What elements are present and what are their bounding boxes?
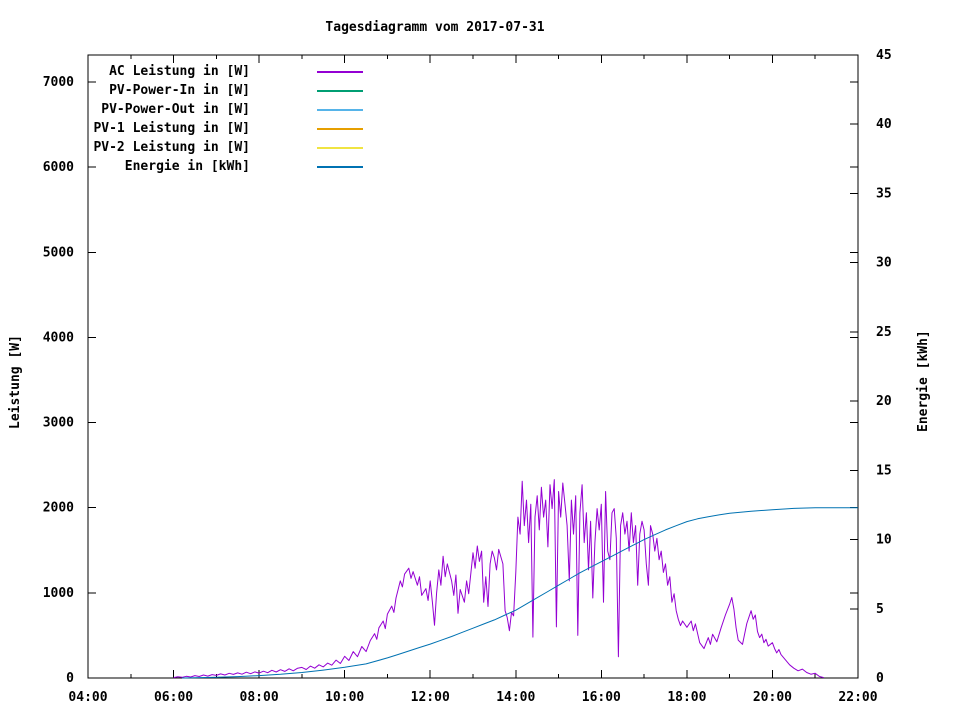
legend-label: PV-1 Leistung in [W] — [93, 121, 250, 136]
y2-tick-label: 0 — [876, 671, 884, 686]
chart-title: Tagesdiagramm vom 2017-07-31 — [325, 20, 545, 35]
y2-tick-label: 25 — [876, 325, 892, 340]
legend-row: AC Leistung in [W] — [88, 62, 366, 81]
legend-label: PV-Power-Out in [W] — [101, 102, 250, 117]
legend-label: AC Leistung in [W] — [109, 64, 250, 79]
y2-tick-label: 40 — [876, 117, 892, 132]
legend-row: PV-1 Leistung in [W] — [88, 119, 366, 138]
legend-line-sample — [317, 70, 363, 73]
legend-row: PV-Power-Out in [W] — [88, 100, 366, 119]
x-tick-label: 08:00 — [240, 690, 279, 705]
x-tick-label: 12:00 — [411, 690, 450, 705]
y2-tick-label: 35 — [876, 186, 892, 201]
legend-label: PV-2 Leistung in [W] — [93, 140, 250, 155]
x-tick-label: 18:00 — [667, 690, 706, 705]
y1-tick-label: 7000 — [43, 75, 74, 90]
y1-tick-label: 6000 — [43, 160, 74, 175]
y1-tick-label: 2000 — [43, 501, 74, 516]
y1-tick-label: 5000 — [43, 245, 74, 260]
legend-line-sample — [317, 165, 363, 168]
y1-tick-label: 3000 — [43, 416, 74, 431]
y2-tick-label: 15 — [876, 463, 892, 478]
y1-tick-label: 4000 — [43, 330, 74, 345]
y1-tick-label: 0 — [66, 671, 74, 686]
x-tick-label: 04:00 — [68, 690, 107, 705]
y1-tick-label: 1000 — [43, 586, 74, 601]
legend-row: PV-Power-In in [W] — [88, 81, 366, 100]
x-tick-label: 14:00 — [496, 690, 535, 705]
legend-label: PV-Power-In in [W] — [109, 83, 250, 98]
y2-tick-label: 45 — [876, 48, 892, 63]
legend-row: PV-2 Leistung in [W] — [88, 138, 366, 157]
y2-tick-label: 20 — [876, 394, 892, 409]
x-tick-label: 16:00 — [582, 690, 621, 705]
x-tick-label: 06:00 — [154, 690, 193, 705]
legend-line-sample — [317, 127, 363, 130]
legend-line-sample — [317, 146, 363, 149]
y2-tick-label: 30 — [876, 256, 892, 271]
legend-line-sample — [317, 108, 363, 111]
series-line-ac-leistung-in-w — [173, 479, 824, 679]
legend-row: Energie in [kWh] — [88, 157, 366, 176]
x-tick-label: 22:00 — [838, 690, 877, 705]
y2-tick-label: 10 — [876, 533, 892, 548]
legend-line-sample — [317, 89, 363, 92]
y2-tick-label: 5 — [876, 602, 884, 617]
series-line-energie-in-kwh — [182, 507, 858, 679]
x-tick-label: 10:00 — [325, 690, 364, 705]
legend-label: Energie in [kWh] — [124, 159, 250, 174]
legend: AC Leistung in [W] PV-Power-In in [W] PV-P… — [88, 62, 366, 176]
x-tick-label: 20:00 — [753, 690, 792, 705]
